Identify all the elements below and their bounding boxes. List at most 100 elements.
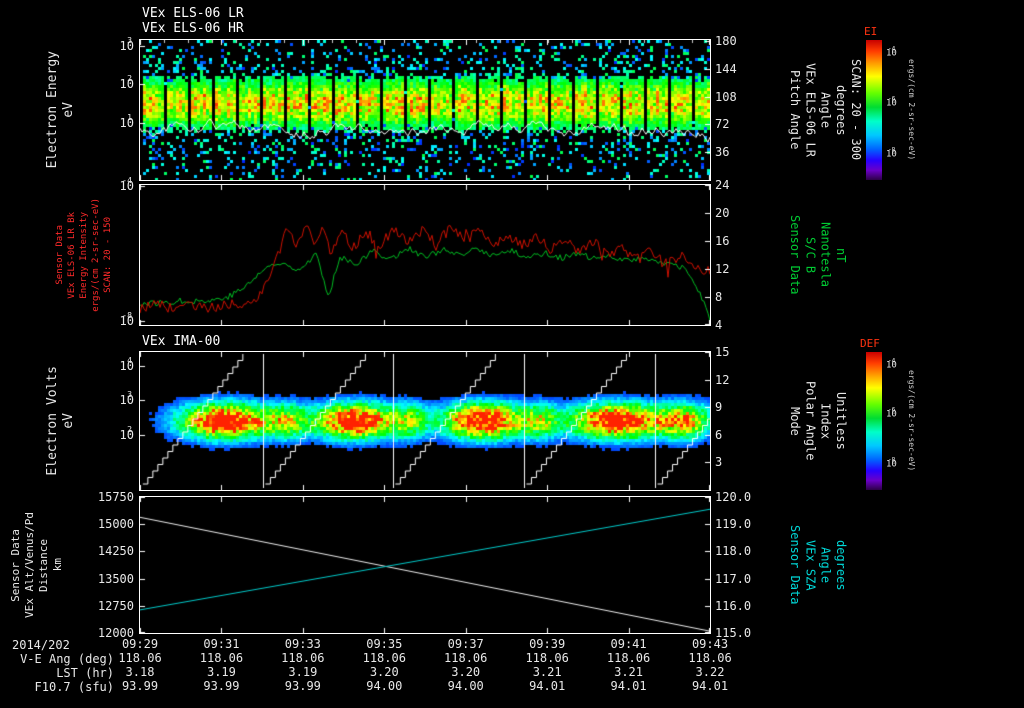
axis-label-line: Distance bbox=[37, 538, 51, 592]
altitude-sza-line-panel bbox=[139, 496, 711, 634]
tick-label: 09:43 bbox=[691, 637, 729, 651]
altitude-sza-line-canvas bbox=[140, 497, 710, 633]
axis-label-line: Mode bbox=[788, 406, 803, 436]
tick-label: 15750 bbox=[97, 490, 134, 504]
tick-label: 10 2 bbox=[119, 423, 134, 442]
table-row-label-lst: LST (hr) bbox=[56, 666, 114, 680]
tick-label: 10 -4 bbox=[886, 357, 897, 371]
axis-label-line: VEx SZA bbox=[803, 539, 818, 591]
tick-label: 93.99 bbox=[203, 679, 240, 693]
axis-label-line: Sensor Data bbox=[9, 528, 22, 602]
tick-label: 3.18 bbox=[125, 665, 155, 679]
tick-label: 94.01 bbox=[691, 679, 729, 693]
table-row-label-f107: F10.7 (sfu) bbox=[34, 680, 114, 694]
tick-label: 118.06 bbox=[118, 651, 162, 665]
axis-label-line: eV bbox=[61, 102, 77, 118]
tick-label: 16 bbox=[715, 234, 730, 248]
tick-label: 3 bbox=[715, 455, 723, 470]
tick-label: 116.0 bbox=[715, 598, 752, 613]
axis-label-line: ergs/(cm 2-sr-sec-eV) bbox=[90, 198, 101, 312]
tick-label: 24 bbox=[715, 178, 730, 192]
panel1-left-axis-ticks: 10 3 10 2 10 1 bbox=[88, 34, 136, 180]
tick-label: 4 bbox=[715, 318, 723, 332]
panel3-right-ylabel: Mode Polar Angle Index Unitless bbox=[788, 352, 852, 490]
tick-label: 15000 bbox=[97, 517, 134, 532]
tick-label: 10 2 bbox=[119, 73, 134, 92]
ima-spectrogram-panel bbox=[139, 351, 711, 491]
tick-label: 118.06 bbox=[525, 651, 569, 665]
tick-label: 94.00 bbox=[447, 679, 484, 693]
panel4-right-axis-ticks: 120.0 119.0 118.0 117.0 116.0 115.0 bbox=[713, 491, 759, 639]
tick-label: 118.06 bbox=[362, 651, 406, 665]
tick-label: 120.0 bbox=[715, 490, 752, 504]
tick-label: 10 -8 bbox=[886, 456, 897, 470]
tick-label: 10 -6 bbox=[886, 406, 897, 420]
panel3-ylabel: Electron Volts eV bbox=[45, 352, 84, 490]
tick-label: 14250 bbox=[97, 544, 134, 559]
axis-label-line: Sensor Data bbox=[788, 525, 803, 605]
def-colorbar-ticks: 10 -4 10 -6 10 -8 bbox=[884, 352, 922, 490]
tick-label: 12000 bbox=[97, 626, 134, 640]
tick-label: 09:33 bbox=[284, 637, 321, 651]
tick-label: 119.0 bbox=[715, 517, 752, 532]
panel4-right-ylabel: Sensor Data VEx SZA Angle degrees bbox=[788, 497, 852, 633]
tick-label: 10 3 bbox=[119, 34, 134, 53]
axis-label-line: ergs/(cm 2-sr-sec-eV) bbox=[906, 370, 916, 472]
panel4-ylabel: Sensor Data VEx Alt/Venus/Pd Distance km bbox=[9, 497, 72, 633]
tick-label: 108 bbox=[715, 89, 737, 104]
tick-label: 20 bbox=[715, 206, 730, 220]
tick-label: 118.0 bbox=[715, 544, 752, 559]
tick-label: 09:31 bbox=[203, 637, 240, 651]
ei-colorbar-ticks: 10 -4 10 -6 10 -8 bbox=[884, 40, 922, 180]
ima-spectrogram-canvas bbox=[140, 352, 710, 490]
tick-label: 13500 bbox=[97, 571, 134, 586]
tick-label: 10 -8 bbox=[119, 309, 134, 328]
ei-colorbar-gradient bbox=[866, 40, 882, 180]
panel1-title-line1: VEx ELS-06 LR bbox=[142, 6, 244, 21]
def-colorbar-title: DEF bbox=[860, 337, 880, 350]
axis-label-line: eV bbox=[61, 413, 77, 429]
axis-label-line: VEx ELS-06 LR Bk bbox=[66, 211, 77, 299]
tick-label: 10 1 bbox=[119, 111, 134, 130]
axis-label-line: Electron Volts bbox=[45, 366, 60, 476]
axis-label-line: Angle bbox=[818, 91, 833, 129]
table-row-values-lst: 3.18 3.19 3.19 3.20 3.20 3.21 3.21 3.22 bbox=[126, 666, 725, 679]
table-row-label-veang: V-E Ang (deg) bbox=[20, 652, 114, 666]
tick-label: 118.06 bbox=[444, 651, 488, 665]
ei-colorbar-unit: ergs/(cm 2-sr-sec-eV) bbox=[906, 40, 918, 180]
tick-label: 12 bbox=[715, 372, 730, 387]
tick-label: 12 bbox=[715, 262, 730, 276]
panel2-right-axis-ticks: 24 20 16 12 8 4 bbox=[713, 179, 759, 331]
tick-label: 15 bbox=[715, 345, 730, 359]
axis-label-line: SCAN: 20 - 300 bbox=[848, 59, 863, 161]
panel2-ylabel: Sensor Data VEx ELS-06 LR Bk Energy Intens… bbox=[55, 185, 113, 325]
tick-label: 10 -8 bbox=[886, 146, 897, 160]
tick-label: 10 -6 bbox=[886, 95, 897, 109]
tick-label: 118.06 bbox=[688, 651, 732, 665]
panel2-left-axis-ticks: 10 -4 10 -8 bbox=[88, 176, 136, 328]
axis-label-line: Energy Intensity bbox=[78, 211, 89, 299]
tick-label: 72 bbox=[715, 117, 730, 132]
panel3-right-axis-ticks: 15 12 9 6 3 bbox=[713, 346, 759, 490]
tick-label: 93.99 bbox=[284, 679, 321, 693]
axis-label-line: degrees bbox=[833, 539, 848, 591]
axis-label-line: Index bbox=[818, 402, 833, 440]
tick-label: 10 4 bbox=[119, 354, 134, 373]
tick-label: 94.01 bbox=[610, 679, 647, 693]
axis-label-line: Unitless bbox=[833, 392, 848, 450]
tick-label: 09:41 bbox=[610, 637, 647, 651]
intensity-mag-line-panel bbox=[139, 184, 711, 326]
axis-label-line: degrees bbox=[833, 84, 848, 136]
panel1-title-line2: VEx ELS-06 HR bbox=[142, 21, 244, 36]
tick-label: 94.01 bbox=[529, 679, 566, 693]
axis-label-line: S/C B bbox=[803, 236, 818, 274]
tick-label: 09:35 bbox=[366, 637, 403, 651]
els-spectrogram-canvas bbox=[140, 40, 710, 180]
def-colorbar-unit: ergs/(cm 2-sr-sec-eV) bbox=[906, 352, 918, 490]
tick-label: 3.22 bbox=[695, 665, 725, 679]
tick-label: 118.06 bbox=[281, 651, 325, 665]
axis-label-line: VEx ELS-06 LR bbox=[803, 63, 818, 157]
panel3-title: VEx IMA-00 bbox=[142, 334, 221, 349]
tick-label: 144 bbox=[715, 61, 737, 76]
